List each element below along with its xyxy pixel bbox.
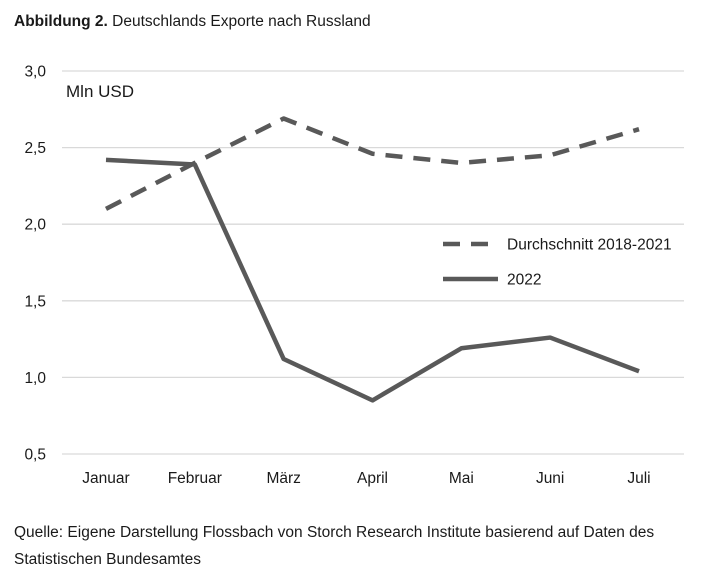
x-tick-label: Januar bbox=[82, 470, 129, 487]
line-chart: 0,5 1,0 1,5 2,0 2,5 3,0 Januar Februar März Apri… bbox=[24, 64, 684, 487]
x-tick-label: April bbox=[357, 470, 388, 487]
x-axis-ticks: Januar Februar März April Mai Juni Juli bbox=[82, 470, 650, 487]
legend: Durchschnitt 2018-2021 2022 bbox=[443, 237, 672, 289]
source-note: Quelle: Eigene Darstellung Flossbach von… bbox=[14, 524, 655, 568]
y-axis-ticks: 0,5 1,0 1,5 2,0 2,5 3,0 bbox=[24, 64, 46, 464]
figure-label: Abbildung 2. bbox=[14, 13, 108, 30]
gridlines bbox=[62, 70, 684, 455]
legend-label: 2022 bbox=[507, 272, 541, 289]
figure-title-text: Deutschlands Exporte nach Russland bbox=[112, 13, 371, 30]
y-tick-label: 0,5 bbox=[24, 447, 46, 464]
y-tick-label: 2,5 bbox=[24, 140, 46, 157]
legend-label: Durchschnitt 2018-2021 bbox=[507, 237, 672, 254]
x-tick-label: Juni bbox=[536, 470, 564, 487]
y-tick-label: 2,0 bbox=[24, 217, 46, 234]
figure-title: Abbildung 2. Deutschlands Exporte nach R… bbox=[14, 13, 371, 31]
unit-label: Mln USD bbox=[66, 82, 134, 101]
y-tick-label: 1,5 bbox=[24, 293, 46, 310]
x-tick-label: Februar bbox=[168, 470, 222, 487]
x-tick-label: Juli bbox=[627, 470, 650, 487]
x-tick-label: März bbox=[266, 470, 300, 487]
series-line-1 bbox=[105, 157, 640, 403]
y-tick-label: 3,0 bbox=[24, 64, 46, 81]
x-tick-label: Mai bbox=[449, 470, 474, 487]
series-lines bbox=[104, 116, 640, 403]
y-tick-label: 1,0 bbox=[24, 370, 46, 387]
